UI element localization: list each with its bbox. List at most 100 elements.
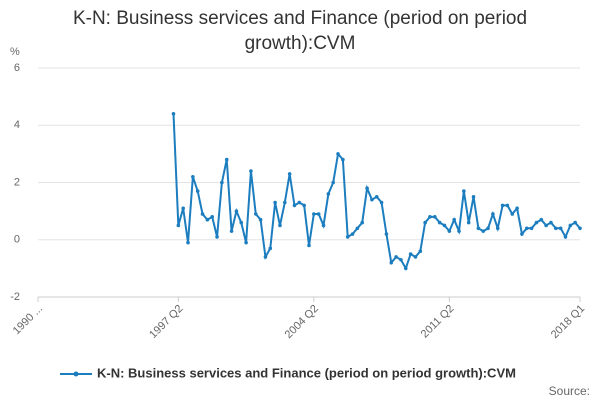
- data-point: [563, 235, 568, 239]
- data-point: [413, 255, 418, 259]
- data-point: [205, 217, 210, 222]
- data-point: [452, 217, 456, 222]
- data-point: [302, 203, 306, 208]
- data-point: [176, 223, 181, 228]
- data-point: [374, 195, 379, 199]
- data-point: [491, 212, 495, 216]
- y-tick-label: 4: [14, 119, 20, 131]
- data-point: [171, 112, 176, 116]
- data-point: [433, 215, 437, 219]
- data-point: [486, 226, 490, 231]
- data-point: [394, 255, 398, 259]
- data-point: [336, 152, 340, 156]
- y-tick-label: -2: [10, 291, 20, 303]
- data-point: [481, 229, 486, 233]
- data-point: [210, 215, 215, 219]
- data-point: [331, 180, 335, 185]
- data-point: [403, 266, 408, 271]
- data-point: [418, 249, 423, 253]
- data-point: [239, 220, 244, 225]
- data-point: [505, 203, 510, 208]
- legend-label: K-N: Business services and Finance (peri…: [97, 365, 516, 380]
- x-tick-label: 2018 Q1: [549, 303, 587, 341]
- data-point: [471, 195, 476, 199]
- data-point: [573, 220, 577, 225]
- data-point: [370, 197, 374, 202]
- data-point: [457, 229, 461, 233]
- data-point: [253, 212, 258, 216]
- data-point: [365, 186, 369, 191]
- data-point: [495, 226, 500, 231]
- data-point: [524, 226, 529, 231]
- data-point: [355, 226, 360, 231]
- data-point: [462, 189, 466, 193]
- data-point: [447, 229, 452, 233]
- source: Source:: [549, 384, 590, 398]
- data-point: [181, 206, 185, 211]
- data-point: [578, 226, 582, 231]
- data-point: [500, 203, 505, 208]
- data-point: [273, 200, 277, 205]
- data-point: [326, 192, 331, 196]
- data-point: [307, 243, 311, 248]
- data-point: [544, 223, 548, 228]
- data-point: [191, 174, 195, 179]
- data-point: [360, 220, 365, 225]
- data-point: [466, 220, 471, 225]
- data-point: [195, 189, 200, 193]
- y-axis-label: %: [10, 46, 20, 58]
- data-point: [312, 212, 316, 216]
- data-point: [558, 226, 563, 231]
- data-point: [476, 226, 481, 231]
- data-point: [549, 220, 553, 225]
- x-tick-label: 1997 Q2: [147, 303, 185, 341]
- data-point: [263, 255, 268, 259]
- data-point: [321, 223, 326, 228]
- chart-title: K-N: Business services and Finance (peri…: [72, 8, 528, 54]
- data-point: [399, 257, 403, 262]
- data-point: [258, 217, 263, 222]
- x-tick-label: 2004 Q2: [283, 303, 321, 341]
- data-point: [423, 220, 427, 225]
- data-point: [278, 223, 282, 228]
- data-point: [200, 212, 205, 216]
- data-point: [215, 235, 219, 239]
- data-point: [534, 220, 539, 225]
- data-point: [297, 200, 302, 205]
- data-point: [510, 212, 515, 216]
- data-point: [287, 172, 292, 176]
- x-tick-label: 1990 ...: [11, 303, 45, 337]
- data-point: [186, 240, 190, 245]
- data-point: [442, 223, 447, 228]
- data-point: [568, 223, 573, 228]
- data-point: [389, 260, 394, 265]
- data-point: [268, 246, 273, 251]
- data-point: [283, 200, 287, 205]
- data-point: [520, 232, 524, 236]
- data-point: [345, 235, 350, 239]
- data-point: [249, 169, 253, 173]
- data-point: [515, 206, 519, 211]
- data-point: [316, 212, 321, 216]
- data-point: [350, 232, 355, 236]
- data-point: [224, 157, 229, 162]
- data-point: [341, 157, 345, 162]
- data-point: [292, 203, 297, 208]
- y-tick-label: 2: [14, 176, 20, 188]
- data-point: [529, 226, 534, 231]
- data-point: [428, 215, 432, 219]
- data-point: [408, 252, 413, 256]
- data-point: [554, 226, 558, 231]
- data-point: [244, 240, 248, 245]
- x-tick-label: 2011 Q2: [419, 303, 457, 341]
- y-tick-label: 6: [14, 62, 20, 74]
- data-point: [229, 229, 234, 233]
- data-point: [234, 209, 239, 213]
- legend-marker: [73, 371, 79, 377]
- data-point: [437, 220, 442, 225]
- data-point: [539, 217, 544, 222]
- data-point: [379, 200, 384, 205]
- data-point: [384, 232, 389, 236]
- series-line: [172, 113, 581, 271]
